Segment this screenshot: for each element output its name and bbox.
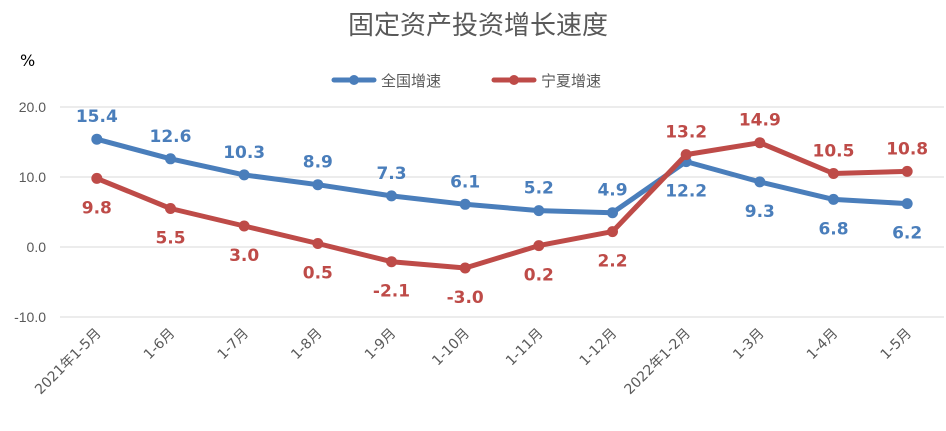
legend-label: 全国增速 <box>381 72 441 90</box>
data-point <box>533 240 545 252</box>
data-point <box>828 193 839 205</box>
x-tick-label: 1-8月 <box>288 326 325 363</box>
x-tick-label: 1-6月 <box>141 326 178 363</box>
data-label: 0.5 <box>303 264 333 284</box>
series-line <box>94 140 910 271</box>
data-labels: 15.4 9.8 12.6 5.5 10.3 3.0 8.9 0.5 7.3 -2.1 6.1 -3.… <box>76 107 928 308</box>
data-label: 10.5 <box>813 142 855 162</box>
data-point <box>165 203 176 214</box>
gridlines <box>60 106 944 318</box>
data-label: 14.9 <box>739 111 781 131</box>
legend-marker <box>509 75 519 85</box>
data-label: 10.3 <box>223 143 265 163</box>
data-point <box>459 262 471 274</box>
data-label: 0.2 <box>524 266 554 286</box>
y-tick-label: 0.0 <box>27 239 47 255</box>
data-label: 12.6 <box>150 127 192 147</box>
data-point <box>165 153 176 165</box>
y-axis-unit: % <box>20 51 35 70</box>
x-tick-label: 1-7月 <box>215 326 252 363</box>
data-point <box>754 137 766 149</box>
data-label: -3.0 <box>447 288 484 308</box>
data-label: 13.2 <box>665 123 707 143</box>
x-tick-label: 2021年1-5月 <box>32 326 104 398</box>
data-label: 7.3 <box>376 164 406 184</box>
data-point <box>533 205 545 217</box>
data-label: 6.2 <box>892 224 922 244</box>
data-point <box>91 172 103 184</box>
y-tick-labels: 20.0 10.0 0.0 -10.0 <box>14 99 46 325</box>
data-label: 6.8 <box>818 219 848 239</box>
x-tick-label: 1-10月 <box>429 326 473 370</box>
data-point <box>828 168 839 179</box>
data-point <box>754 176 766 188</box>
data-point <box>607 226 618 238</box>
x-tick-label: 1-11月 <box>503 326 547 370</box>
data-label: 5.5 <box>155 229 185 249</box>
legend: 全国增速 宁夏增速 <box>331 72 601 90</box>
data-label: 9.3 <box>745 202 775 222</box>
data-point <box>680 149 692 161</box>
legend-marker <box>349 75 359 85</box>
data-label: 5.2 <box>524 179 554 199</box>
y-tick-label: -10.0 <box>14 309 46 325</box>
data-label: 3.0 <box>229 246 259 266</box>
data-label: 8.9 <box>303 153 333 173</box>
data-label: 9.8 <box>82 198 112 218</box>
data-point <box>901 165 913 177</box>
data-point <box>238 220 250 232</box>
data-label: 15.4 <box>76 107 118 127</box>
data-point <box>386 190 397 202</box>
data-label: -2.1 <box>373 282 410 302</box>
x-tick-label: 2022年1-2月 <box>622 326 694 398</box>
x-tick-label: 1-3月 <box>730 326 767 363</box>
y-tick-label: 10.0 <box>19 169 46 185</box>
data-point <box>312 238 324 249</box>
x-tick-label: 1-5月 <box>878 326 915 363</box>
data-point <box>238 169 250 181</box>
x-tick-label: 1-9月 <box>362 326 399 363</box>
x-tick-labels: 2021年1-5月 1-6月 1-7月 1-8月 1-9月 1-10月 1-11月 1-12月… <box>32 326 915 398</box>
series-lines <box>91 133 913 274</box>
chart-title: 固定资产投资增长速度 <box>348 11 608 41</box>
legend-label: 宁夏增速 <box>541 72 601 90</box>
data-label: 6.1 <box>450 172 480 192</box>
data-label: 10.8 <box>886 139 928 159</box>
data-point <box>607 207 618 219</box>
data-label: 4.9 <box>597 181 627 201</box>
data-point <box>386 256 397 268</box>
data-point <box>459 198 471 210</box>
series-line <box>94 136 910 216</box>
y-tick-label: 20.0 <box>19 99 46 115</box>
data-label: 12.2 <box>665 182 707 202</box>
data-point <box>91 133 103 145</box>
x-tick-label: 1-4月 <box>804 326 841 363</box>
data-label: 2.2 <box>597 252 627 272</box>
data-point <box>901 198 913 210</box>
x-tick-label: 1-12月 <box>577 326 621 370</box>
data-point <box>312 179 324 191</box>
